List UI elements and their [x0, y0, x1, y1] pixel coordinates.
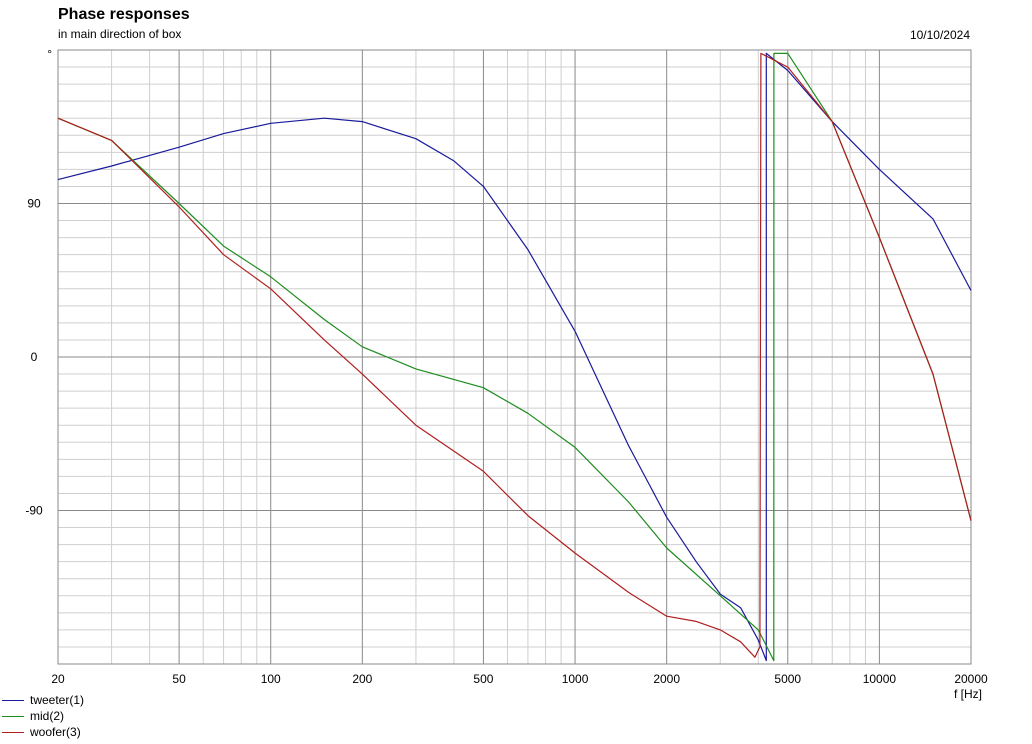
series-lines	[57, 52, 972, 662]
legend-label-woofer: woofer(3)	[30, 725, 81, 739]
legend-swatch-tweeter	[2, 699, 24, 701]
chart-subtitle: in main direction of box	[58, 27, 182, 41]
series-line-tweeter	[57, 52, 972, 662]
legend-swatch-mid	[2, 715, 24, 717]
legend-label-mid: mid(2)	[30, 709, 65, 723]
x-axis-label: f [Hz]	[954, 687, 983, 701]
series-line-woofer	[57, 52, 972, 658]
plot-frame	[57, 49, 972, 665]
x-tick-label: 10000	[863, 672, 897, 686]
legend-item-tweeter: tweeter(1)	[2, 692, 84, 708]
x-tick-label: 20000	[954, 672, 988, 686]
legend-item-mid: mid(2)	[2, 708, 84, 724]
chart-title: Phase responses	[58, 6, 190, 23]
y-tick-label: 0	[31, 350, 38, 364]
tick-labels: 20 50 100 200 500 1000 2000 5000 10000 20000 90 0 -9…	[25, 197, 988, 687]
legend-swatch-woofer	[2, 731, 24, 733]
legend: tweeter(1) mid(2) woofer(3)	[2, 692, 84, 740]
chart-date: 10/10/2024	[909, 28, 970, 42]
x-tick-label: 100	[261, 672, 281, 686]
grid-lines	[57, 49, 972, 665]
y-tick-label: 90	[27, 197, 41, 211]
x-tick-label: 200	[352, 672, 372, 686]
series-line-mid	[57, 52, 972, 662]
y-tick-label: -90	[25, 504, 43, 518]
x-tick-label: 50	[172, 672, 186, 686]
y-axis-label: °	[47, 47, 52, 61]
x-tick-label: 20	[51, 672, 65, 686]
x-tick-label: 2000	[653, 672, 680, 686]
x-tick-label: 5000	[774, 672, 801, 686]
legend-item-woofer: woofer(3)	[2, 724, 84, 740]
x-tick-label: 1000	[562, 672, 589, 686]
legend-label-tweeter: tweeter(1)	[30, 693, 85, 707]
x-tick-label: 500	[473, 672, 493, 686]
